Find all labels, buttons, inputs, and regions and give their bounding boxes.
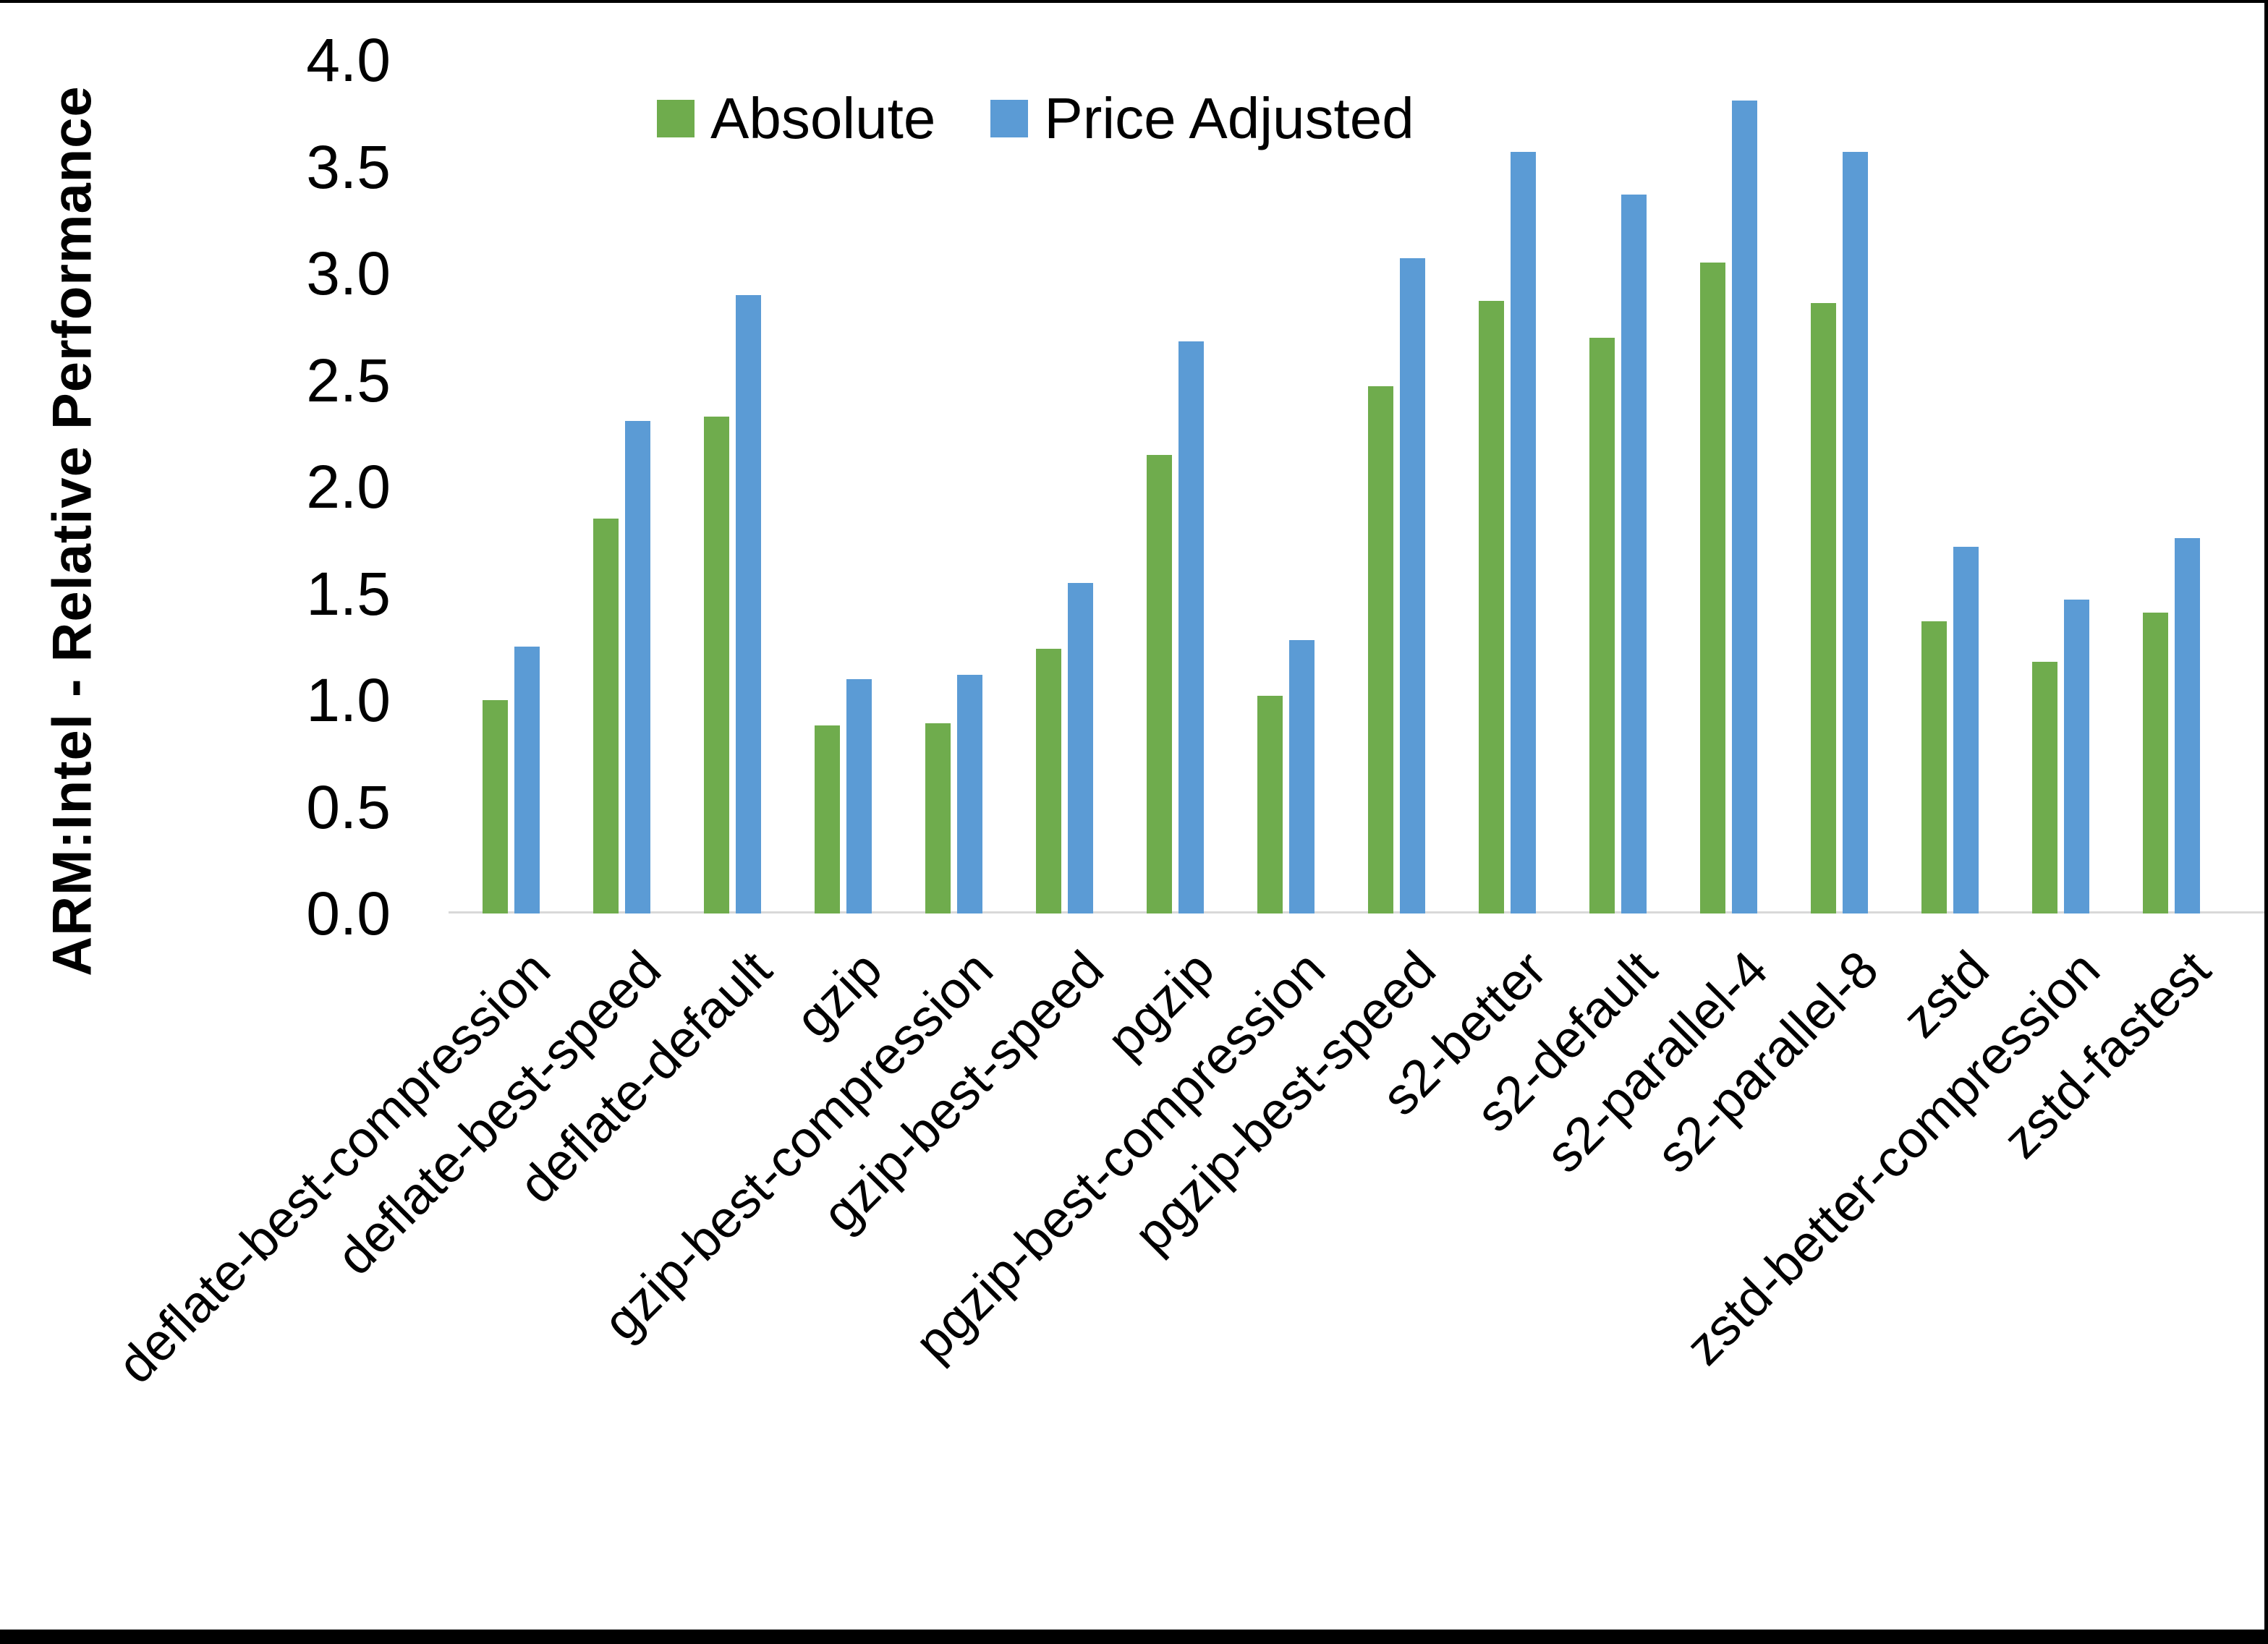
bar-absolute-gzip-best-speed bbox=[1036, 649, 1061, 913]
y-tick-label-1.0: 1.0 bbox=[306, 666, 391, 734]
x-label-deflate-best-compression: deflate-best-compression bbox=[106, 940, 561, 1395]
bar-absolute-zstd-better-compression bbox=[2032, 661, 2057, 913]
bar-absolute-pgzip-best-compression bbox=[1257, 696, 1283, 913]
bar-absolute-pgzip-best-speed bbox=[1368, 386, 1393, 913]
bar-price-adjusted-deflate-default bbox=[736, 294, 761, 913]
y-tick-label-4.0: 4.0 bbox=[306, 26, 391, 94]
y-tick-label-2.0: 2.0 bbox=[306, 453, 391, 521]
bar-price-adjusted-zstd bbox=[1953, 546, 1979, 913]
bar-price-adjusted-pgzip-best-speed bbox=[1400, 258, 1425, 913]
y-tick-label-0.0: 0.0 bbox=[306, 880, 391, 947]
legend-swatch-absolute bbox=[657, 100, 695, 137]
y-axis-title: ARM:Intel - Relative Performance bbox=[41, 85, 103, 976]
legend: Absolute Price Adjusted bbox=[657, 84, 1414, 153]
bar-price-adjusted-pgzip bbox=[1178, 341, 1204, 913]
bar-absolute-zstd bbox=[1921, 621, 1947, 913]
bar-price-adjusted-deflate-best-compression bbox=[514, 647, 540, 913]
bar-absolute-deflate-best-speed bbox=[593, 519, 619, 913]
bar-absolute-gzip bbox=[815, 725, 840, 913]
x-axis-line bbox=[449, 911, 2264, 913]
legend-label-price-adjusted: Price Adjusted bbox=[1044, 86, 1414, 150]
bar-price-adjusted-gzip-best-compression bbox=[957, 674, 982, 913]
bar-price-adjusted-zstd-better-compression bbox=[2064, 600, 2089, 913]
y-tick-label-1.5: 1.5 bbox=[306, 559, 391, 628]
bar-absolute-s2-parallel-8 bbox=[1811, 303, 1836, 913]
legend-item-absolute: Absolute bbox=[657, 84, 935, 153]
bar-absolute-s2-better bbox=[1479, 301, 1504, 913]
y-tick-label-2.5: 2.5 bbox=[306, 346, 391, 414]
bar-price-adjusted-s2-parallel-8 bbox=[1843, 151, 1868, 913]
y-tick-label-3.5: 3.5 bbox=[306, 132, 391, 201]
bar-price-adjusted-s2-better bbox=[1511, 151, 1536, 913]
bar-price-adjusted-gzip bbox=[846, 678, 872, 913]
y-tick-label-3.0: 3.0 bbox=[306, 239, 391, 307]
bar-absolute-pgzip bbox=[1147, 454, 1172, 913]
bar-price-adjusted-s2-default bbox=[1621, 194, 1647, 913]
bar-price-adjusted-pgzip-best-compression bbox=[1289, 640, 1314, 913]
bar-absolute-deflate-best-compression bbox=[483, 700, 508, 913]
bar-price-adjusted-gzip-best-speed bbox=[1068, 582, 1093, 913]
bar-price-adjusted-s2-parallel-4 bbox=[1732, 101, 1757, 913]
bar-absolute-zstd-fastest bbox=[2143, 613, 2168, 913]
legend-label-absolute: Absolute bbox=[710, 86, 936, 150]
bar-absolute-gzip-best-compression bbox=[925, 723, 951, 913]
bar-price-adjusted-zstd-fastest bbox=[2175, 537, 2200, 913]
legend-swatch-price-adjusted bbox=[990, 100, 1029, 137]
bar-absolute-s2-parallel-4 bbox=[1700, 263, 1725, 913]
legend-item-price-adjusted: Price Adjusted bbox=[990, 84, 1414, 153]
y-tick-label-0.5: 0.5 bbox=[306, 772, 391, 841]
bar-absolute-deflate-default bbox=[704, 416, 729, 913]
bar-absolute-s2-default bbox=[1589, 337, 1615, 913]
bar-price-adjusted-deflate-best-speed bbox=[625, 420, 650, 913]
